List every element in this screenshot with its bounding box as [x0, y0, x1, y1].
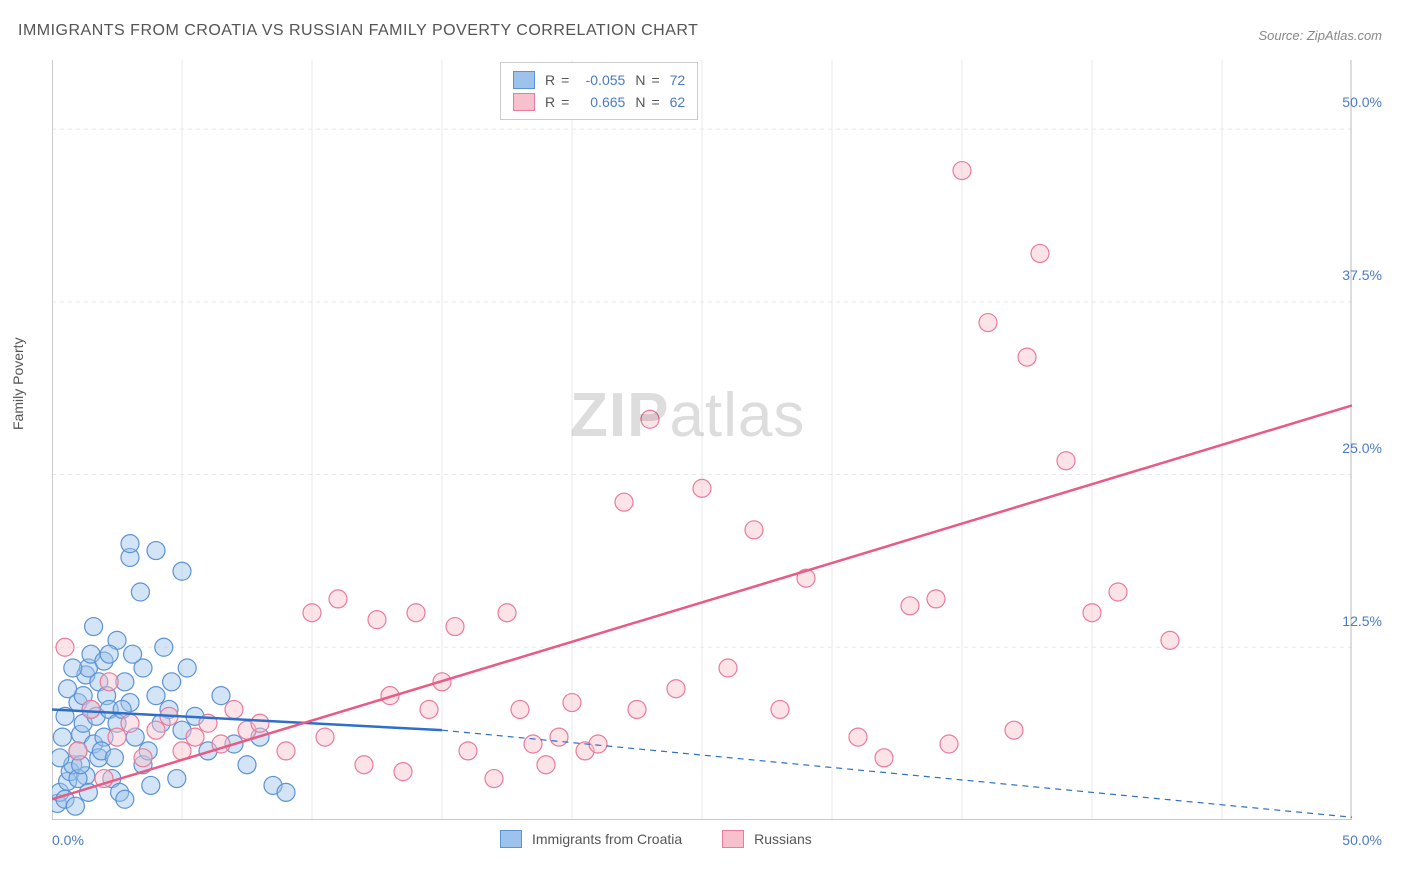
y-tick-25: 25.0%	[1342, 440, 1382, 456]
swatch-croatia-bottom	[500, 830, 522, 848]
series-legend: Immigrants from Croatia Russians	[500, 830, 812, 848]
y-tick-50: 50.0%	[1342, 94, 1382, 110]
swatch-russians-bottom	[722, 830, 744, 848]
correlation-legend: R = -0.055 N = 72 R = 0.665 N = 62	[500, 62, 698, 120]
legend-row-russians: R = 0.665 N = 62	[513, 91, 685, 113]
r-label: R	[545, 69, 555, 91]
n-value-croatia: 72	[670, 69, 686, 91]
x-tick-50: 50.0%	[1342, 832, 1382, 848]
r-label: R	[545, 91, 555, 113]
r-value-russians: 0.665	[575, 91, 625, 113]
swatch-croatia	[513, 71, 535, 89]
scatter-plot	[52, 60, 1352, 820]
x-tick-0: 0.0%	[52, 832, 84, 848]
swatch-russians	[513, 93, 535, 111]
r-value-croatia: -0.055	[575, 69, 625, 91]
source-attribution: Source: ZipAtlas.com	[1258, 28, 1382, 43]
legend-label-russians: Russians	[754, 831, 812, 847]
legend-label-croatia: Immigrants from Croatia	[532, 831, 682, 847]
plot-svg	[52, 60, 1352, 820]
n-label: N	[635, 69, 645, 91]
chart-title: IMMIGRANTS FROM CROATIA VS RUSSIAN FAMIL…	[18, 22, 698, 40]
y-axis-label: Family Poverty	[10, 337, 26, 430]
y-tick-37-5: 37.5%	[1342, 267, 1382, 283]
legend-row-croatia: R = -0.055 N = 72	[513, 69, 685, 91]
n-value-russians: 62	[670, 91, 686, 113]
n-label: N	[635, 91, 645, 113]
y-tick-12-5: 12.5%	[1342, 613, 1382, 629]
